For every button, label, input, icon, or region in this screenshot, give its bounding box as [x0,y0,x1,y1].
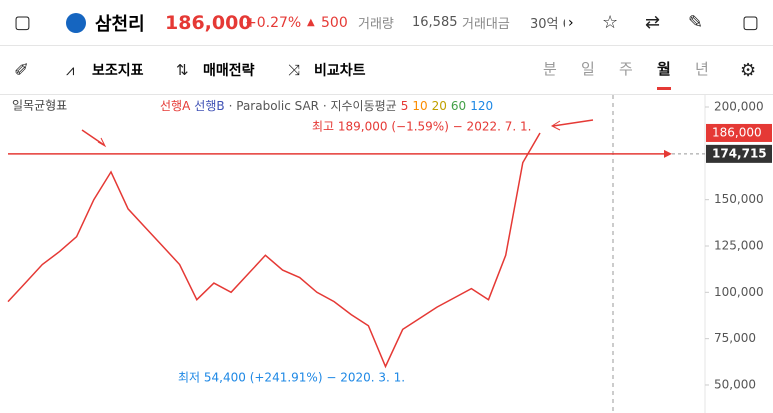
reference-label: 174,715 [712,146,767,160]
logo [66,12,86,33]
compare-icon: ⤨ [288,61,301,79]
amount-label: 거래대금 [462,17,510,32]
period-tab[interactable]: 일 [581,60,595,78]
legend-item: 120 [470,99,493,113]
period-tab[interactable]: 분 [543,60,557,78]
last-price-label: 186,000 [712,125,762,139]
up-icon: ▲ [307,17,315,28]
period-tab[interactable]: 년 [695,60,709,78]
panel-icon[interactable]: ▢ [742,12,760,33]
y-tick-label: 125,000 [714,238,764,252]
legend-item: 10 [412,99,427,113]
volume: 16,585 [412,15,458,30]
stock-name: 삼천리 [95,13,145,35]
swap-icon[interactable]: ⇄ [645,12,661,33]
price: 186,000 [165,11,252,34]
header: ▢ 삼천리 186,000 +0.27% ▲ 500 거래량 16,585 거래… [0,0,773,46]
chart: 일목균형표 선행A 선행B · Parabolic SAR · 지수이동평균 5 10 2… [7,95,772,413]
y-tick-label: 50,000 [714,377,756,391]
period-tab[interactable]: 월 [657,58,671,90]
compare-button[interactable]: 비교차트 [314,63,366,79]
legend-item: 5 [401,99,409,113]
legend-item: 60 [451,99,466,113]
y-tick-label: 75,000 [714,331,756,345]
high-annotation: 최고 189,000 (−1.59%) − 2022. 7. 1. [312,120,531,134]
annotation-arrow-head [550,120,561,131]
chart-title: 일목균형표 [12,99,67,113]
more-icon[interactable]: › [568,14,574,31]
legend-item: 선행B [194,98,224,113]
reference-arrow [664,149,672,158]
period-tab[interactable]: 주 [619,60,633,78]
y-tick-label: 200,000 [714,100,764,114]
low-annotation: 최저 54,400 (+241.91%) − 2020. 3. 1. [178,371,405,385]
y-tick-label: 100,000 [714,285,764,299]
strategy-icon: ⇅ [176,61,189,79]
annotation-arrow-head [97,137,107,148]
legend-item: 20 [432,99,447,113]
toolbar: ✐ ⩘ 보조지표 ⇅ 매매전략 ⤨ 비교차트 분 일 주 월 년 ⚙ [0,46,773,95]
indicators-button[interactable]: 보조지표 [92,63,144,79]
last-price-tag [706,123,772,142]
reference-tag [706,144,772,163]
annotation-arrow [552,119,594,127]
annotation-arrow [81,129,105,146]
draw-icon[interactable]: ✐ [14,59,30,81]
y-tick-label: 150,000 [714,192,764,206]
legend-item: · Parabolic SAR · 지수이동평균 [229,99,397,113]
price-line [7,132,541,369]
legend-item: 선행A [160,98,191,113]
change: 500 [321,14,348,31]
strategy-button[interactable]: 매매전략 [203,63,255,79]
star-icon[interactable]: ☆ [602,12,619,33]
amount: 30억 6 [530,17,565,32]
settings-icon[interactable]: ⚙ [740,59,757,81]
sidebar-icon[interactable]: ▢ [14,12,32,33]
volume-label: 거래량 [358,17,394,32]
change-pct: +0.27% [245,14,302,31]
indicator-icon: ⩘ [66,61,75,79]
edit-icon[interactable]: ✎ [688,12,704,33]
legend: 선행A 선행B · Parabolic SAR · 지수이동평균 5 10 20 60 120 [160,98,493,113]
